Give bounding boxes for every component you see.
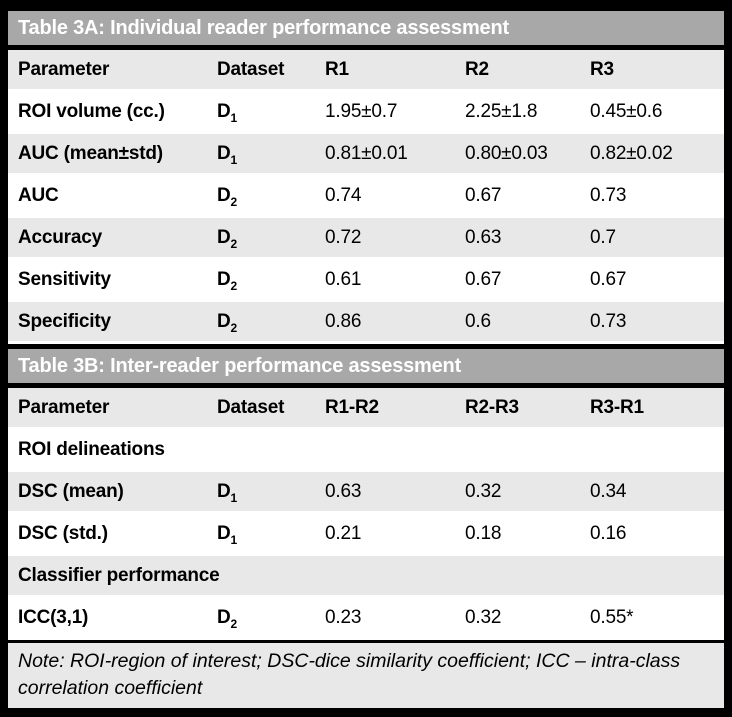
dataset-subscript: 2: [230, 194, 238, 209]
table-3b-header-row: Parameter Dataset R1-R2 R2-R3 R3-R1: [8, 388, 724, 430]
table-row: DSC (mean) D1 0.63 0.32 0.34: [8, 472, 724, 514]
dataset-subscript: 2: [230, 236, 238, 251]
param-cell: Sensitivity: [8, 260, 217, 302]
dataset-subscript: 1: [230, 490, 238, 505]
value-cell: 0.67: [465, 176, 590, 218]
dataset-subscript: 2: [230, 278, 238, 293]
section-row: ROI delineations: [8, 430, 724, 472]
column-header-r3-r1: R3-R1: [590, 388, 724, 430]
value-cell: 1.95±0.7: [325, 92, 465, 134]
value-cell: 0.63: [325, 472, 465, 514]
table-3b: Parameter Dataset R1-R2 R2-R3 R3-R1 ROI …: [8, 388, 724, 640]
table-footnote: Note: ROI-region of interest; DSC-dice s…: [8, 643, 724, 708]
param-cell: Specificity: [8, 302, 217, 344]
column-header-dataset: Dataset: [217, 50, 325, 92]
value-cell: 0.67: [590, 260, 724, 302]
table-3a-title-bar: Table 3A: Individual reader performance …: [8, 11, 724, 45]
section-row: Classifier performance: [8, 556, 724, 598]
value-cell: 0.73: [590, 176, 724, 218]
table-3b-title: Table 3B: Inter-reader performance asses…: [18, 355, 462, 377]
value-cell: 0.34: [590, 472, 724, 514]
column-header-parameter: Parameter: [8, 50, 217, 92]
param-cell: AUC (mean±std): [8, 134, 217, 176]
table-3a-header-row: Parameter Dataset R1 R2 R3: [8, 50, 724, 92]
dataset-subscript: 2: [230, 320, 238, 335]
dataset-cell: D2: [217, 218, 325, 260]
value-cell: 0.82±0.02: [590, 134, 724, 176]
value-cell: 0.80±0.03: [465, 134, 590, 176]
column-header-parameter: Parameter: [8, 388, 217, 430]
value-cell: 0.72: [325, 218, 465, 260]
dataset-cell: D1: [217, 472, 325, 514]
dataset-subscript: 2: [230, 616, 238, 631]
value-cell: 0.73: [590, 302, 724, 344]
value-cell: 0.32: [465, 472, 590, 514]
value-cell: 2.25±1.8: [465, 92, 590, 134]
table-row: DSC (std.) D1 0.21 0.18 0.16: [8, 514, 724, 556]
table-3b-title-bar: Table 3B: Inter-reader performance asses…: [8, 349, 724, 383]
table-row: Sensitivity D2 0.61 0.67 0.67: [8, 260, 724, 302]
column-header-r2-r3: R2-R3: [465, 388, 590, 430]
table-row: AUC D2 0.74 0.67 0.73: [8, 176, 724, 218]
dataset-subscript: 1: [230, 532, 238, 547]
column-header-r1-r2: R1-R2: [325, 388, 465, 430]
dataset-cell: D1: [217, 134, 325, 176]
value-cell: 0.32: [465, 598, 590, 640]
param-cell: AUC: [8, 176, 217, 218]
column-header-r2: R2: [465, 50, 590, 92]
param-cell: DSC (std.): [8, 514, 217, 556]
dataset-cell: D1: [217, 92, 325, 134]
value-cell: 0.81±0.01: [325, 134, 465, 176]
param-cell: ROI volume (cc.): [8, 92, 217, 134]
value-cell: 0.63: [465, 218, 590, 260]
table-3a: Parameter Dataset R1 R2 R3 ROI volume (c…: [8, 50, 724, 344]
section-roi-delineations: ROI delineations: [8, 430, 724, 472]
value-cell: 0.74: [325, 176, 465, 218]
value-cell: 0.55*: [590, 598, 724, 640]
value-cell: 0.45±0.6: [590, 92, 724, 134]
column-header-r1: R1: [325, 50, 465, 92]
value-cell: 0.67: [465, 260, 590, 302]
dataset-cell: D2: [217, 598, 325, 640]
value-cell: 0.23: [325, 598, 465, 640]
dataset-cell: D2: [217, 302, 325, 344]
value-cell: 0.16: [590, 514, 724, 556]
param-cell: DSC (mean): [8, 472, 217, 514]
section-classifier-performance: Classifier performance: [8, 556, 724, 598]
table-row: ROI volume (cc.) D1 1.95±0.7 2.25±1.8 0.…: [8, 92, 724, 134]
table-row: ICC(3,1) D2 0.23 0.32 0.55*: [8, 598, 724, 640]
dataset-subscript: 1: [230, 110, 238, 125]
param-cell: Accuracy: [8, 218, 217, 260]
dataset-subscript: 1: [230, 152, 238, 167]
column-header-r3: R3: [590, 50, 724, 92]
param-cell: ICC(3,1): [8, 598, 217, 640]
value-cell: 0.7: [590, 218, 724, 260]
table-row: Accuracy D2 0.72 0.63 0.7: [8, 218, 724, 260]
value-cell: 0.61: [325, 260, 465, 302]
table-3a-title: Table 3A: Individual reader performance …: [18, 17, 509, 39]
value-cell: 0.18: [465, 514, 590, 556]
dataset-cell: D2: [217, 176, 325, 218]
column-header-dataset: Dataset: [217, 388, 325, 430]
table-row: AUC (mean±std) D1 0.81±0.01 0.80±0.03 0.…: [8, 134, 724, 176]
dataset-cell: D1: [217, 514, 325, 556]
dataset-cell: D2: [217, 260, 325, 302]
value-cell: 0.6: [465, 302, 590, 344]
value-cell: 0.86: [325, 302, 465, 344]
value-cell: 0.21: [325, 514, 465, 556]
table-row: Specificity D2 0.86 0.6 0.73: [8, 302, 724, 344]
